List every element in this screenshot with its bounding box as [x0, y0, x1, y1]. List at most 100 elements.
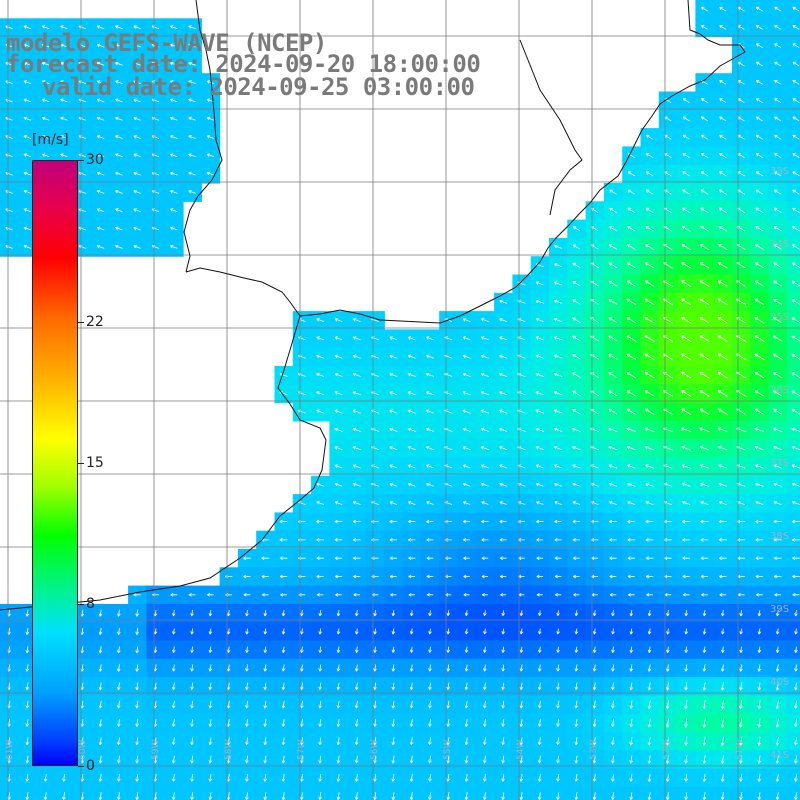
wind-arrow [115, 226, 123, 231]
wind-arrow [41, 80, 50, 84]
wind-arrow [407, 336, 416, 341]
wind-arrow [170, 135, 178, 139]
wind-arrow [684, 682, 688, 691]
wind-arrow [720, 773, 725, 782]
wind-arrow [428, 664, 432, 672]
wind-arrow [739, 664, 743, 672]
wind-arrow [794, 664, 798, 672]
wind-arrow [117, 755, 121, 764]
wind-arrow [754, 371, 765, 379]
wind-arrow [627, 244, 636, 250]
wind-arrow [281, 719, 286, 727]
wind-arrow [115, 116, 123, 121]
wind-arrow [117, 646, 121, 654]
wind-arrow [754, 445, 764, 451]
wind-arrow [792, 171, 800, 177]
wind-arrow [718, 445, 728, 451]
wind-arrow [133, 43, 141, 48]
wind-arrow [773, 280, 783, 287]
wind-arrow [500, 592, 507, 597]
wind-arrow [572, 354, 581, 360]
wind-arrow [773, 538, 782, 542]
wind-arrow [352, 446, 361, 451]
wind-arrow [592, 682, 597, 691]
wind-arrow [133, 592, 141, 597]
wind-arrow [681, 371, 692, 379]
wind-arrow [334, 519, 343, 524]
wind-arrow [754, 317, 765, 324]
wind-arrow [115, 190, 123, 194]
wind-arrow [428, 646, 432, 653]
wind-arrow [757, 773, 762, 782]
wind-arrow [391, 610, 396, 617]
wind-arrow [373, 773, 377, 782]
wind-arrow [553, 391, 563, 396]
wind-arrow [464, 682, 469, 691]
wind-arrow [462, 446, 471, 451]
wind-arrow [721, 628, 725, 635]
wind-arrow [428, 700, 432, 709]
wind-arrow [699, 298, 710, 306]
wind-arrow [574, 682, 579, 691]
wind-arrow [135, 609, 139, 617]
wind-arrow [316, 409, 325, 414]
wind-arrow [135, 792, 139, 800]
wind-arrow [117, 792, 121, 800]
wind-arrow [775, 628, 780, 635]
wind-arrow [480, 354, 489, 359]
wind-arrow [700, 556, 709, 560]
wind-arrow [281, 792, 286, 800]
wind-arrow [720, 718, 725, 728]
wind-arrow [554, 592, 562, 597]
wind-arrow [608, 464, 618, 469]
wind-arrow [300, 755, 304, 764]
wind-arrow [608, 408, 618, 415]
wind-arrow [261, 574, 269, 579]
wind-arrow [96, 61, 105, 66]
wind-arrow [681, 353, 692, 361]
wind-arrow [318, 646, 322, 653]
wind-arrow [190, 792, 194, 800]
wind-arrow [627, 226, 636, 232]
wind-arrow [208, 737, 213, 746]
wind-arrow [611, 792, 615, 800]
wind-arrow [773, 501, 782, 505]
wind-arrow [316, 318, 325, 322]
wind-arrow [407, 446, 416, 451]
wind-arrow [60, 25, 68, 30]
wind-arrow [426, 538, 434, 542]
wind-arrow [462, 482, 471, 487]
wind-arrow [389, 354, 398, 359]
wind-arrow [609, 556, 617, 560]
wind-arrow [190, 755, 194, 764]
wind-arrow [373, 646, 377, 653]
wind-arrow [717, 371, 728, 379]
wind-cell [786, 329, 800, 349]
wind-arrow [245, 646, 249, 653]
wind-arrow [608, 372, 618, 379]
wind-arrow [188, 171, 196, 176]
wind-arrow [684, 628, 688, 635]
wind-arrow [609, 592, 617, 597]
wind-arrow [279, 574, 288, 579]
wind-arrow [190, 682, 194, 691]
wind-arrow [775, 700, 780, 710]
wind-arrow [133, 98, 141, 103]
wind-arrow [243, 592, 251, 597]
wind-arrow [574, 646, 579, 653]
wind-arrow [188, 190, 196, 194]
wind-arrow [41, 43, 50, 48]
wind-arrow [775, 682, 780, 691]
wind-arrow [773, 408, 783, 415]
wind-arrow [499, 446, 508, 451]
wind-arrow [409, 646, 414, 653]
coastline-south [0, 315, 327, 611]
wind-arrow [718, 189, 727, 195]
wind-arrow [626, 427, 637, 433]
wind-arrow [681, 408, 692, 415]
wind-arrow [226, 610, 231, 617]
wind-arrow [699, 390, 710, 397]
wind-arrow [774, 43, 782, 49]
wind-arrow [373, 755, 377, 764]
